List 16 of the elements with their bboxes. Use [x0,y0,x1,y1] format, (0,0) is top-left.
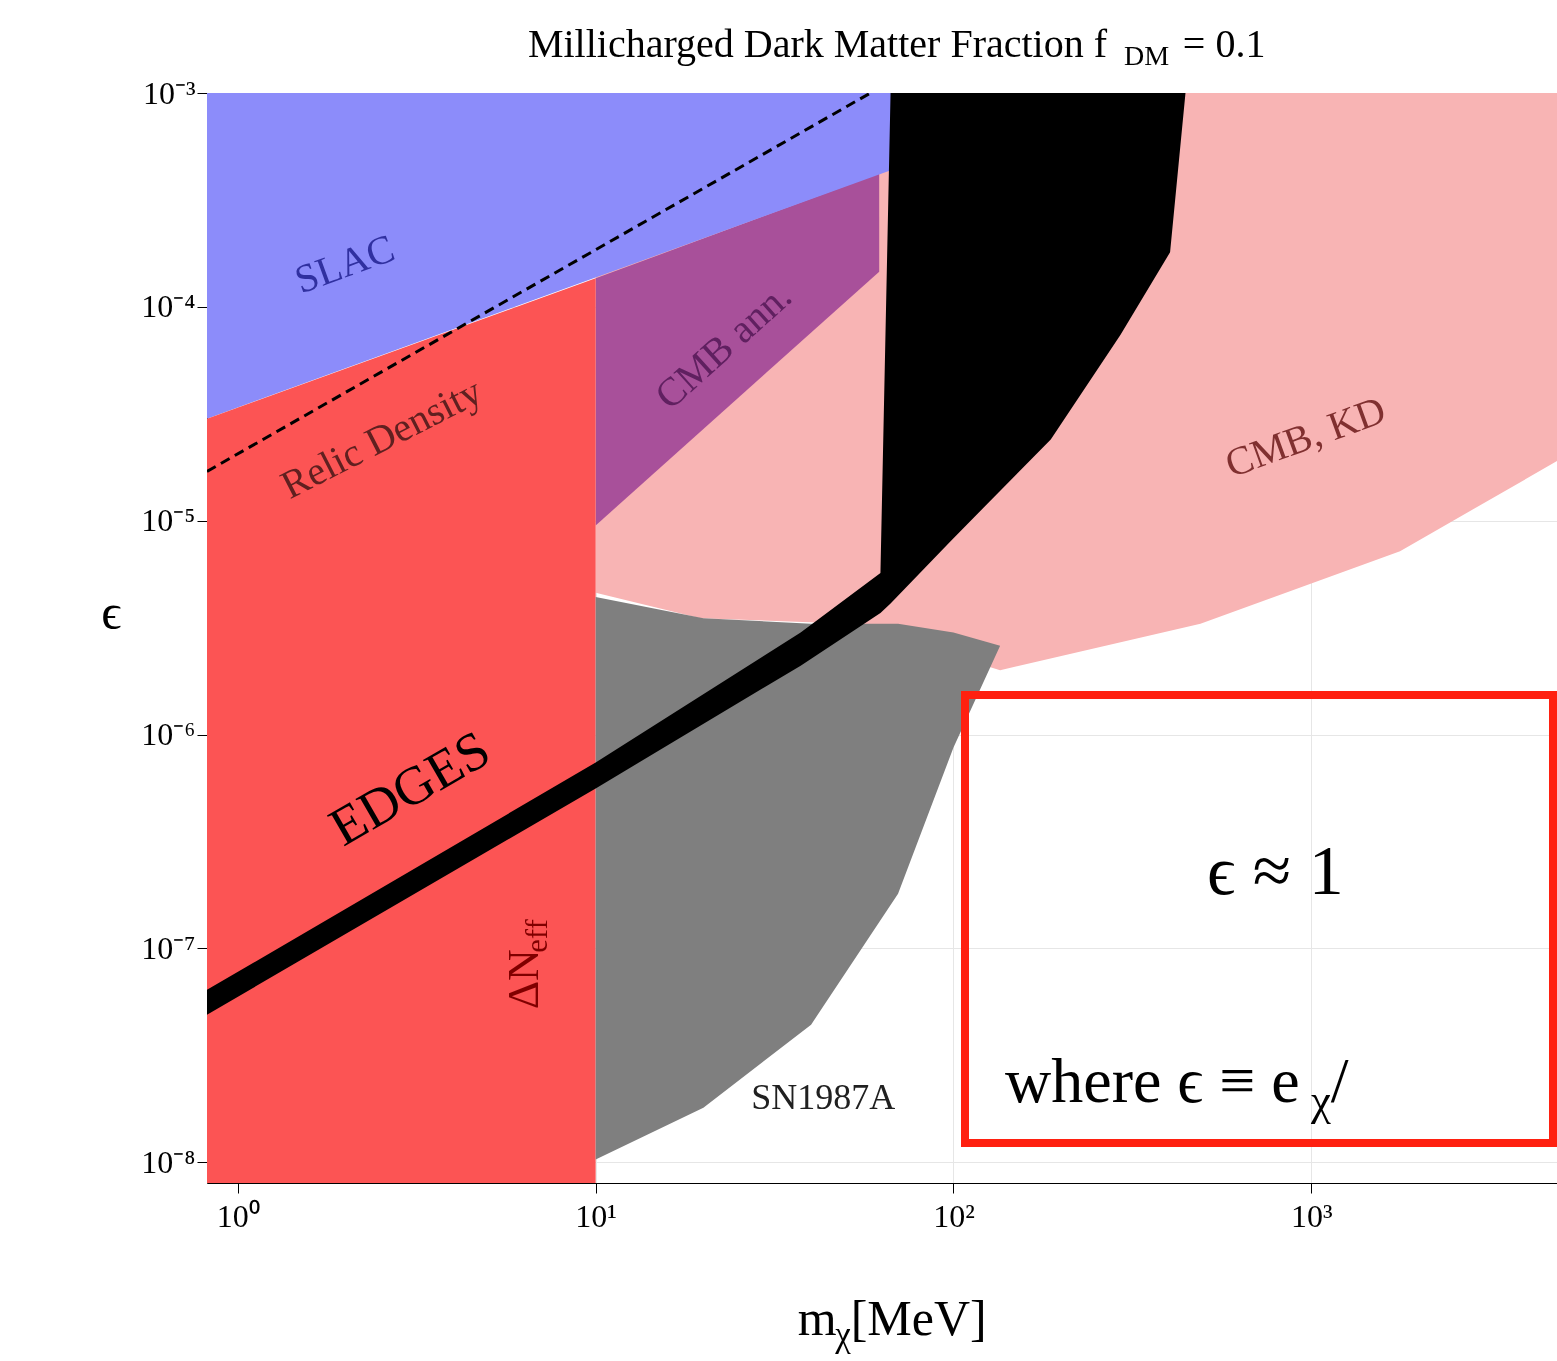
annotation: CMB, KD [1219,386,1392,487]
annotation: SLAC [288,224,401,303]
y-tick-label: 10⁻⁴ [141,288,196,325]
x-tick-label: 10⁰ [216,1197,260,1234]
y-tick-label: 10⁻³ [142,74,196,111]
x-tick-label: 10³ [1291,1197,1333,1234]
x-tick-label: 10² [933,1197,975,1234]
annotation: ΔNeff [499,918,555,1010]
annotation: SN1987A [751,1077,896,1117]
y-tick-label: 10⁻⁵ [141,502,196,539]
annotation: ϵ ≈ 1 [1207,832,1344,909]
y-tick-label: 10⁻⁷ [141,929,196,966]
x-tick-label: 10¹ [575,1197,617,1234]
y-axis-title: ϵ [101,583,122,640]
y-tick-label: 10⁻⁶ [141,716,196,753]
y-tick-label: 10⁻⁸ [141,1143,196,1180]
